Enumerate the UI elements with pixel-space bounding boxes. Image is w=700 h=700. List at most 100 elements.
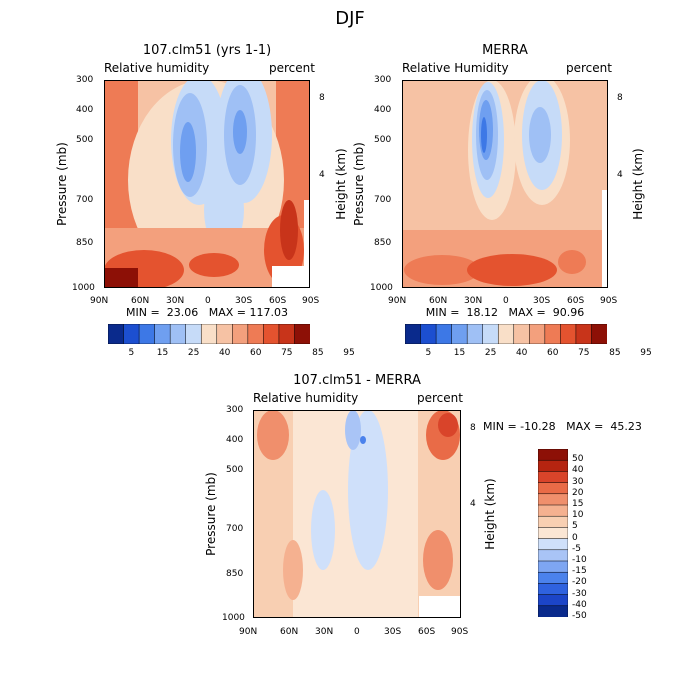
colorbar-label: 5 [128, 348, 135, 358]
colorbar-label: -15 [572, 566, 587, 577]
panel1-ytick: 1000 [72, 283, 95, 293]
panel2-ytick: 400 [374, 105, 392, 115]
colorbar-label: -30 [572, 588, 587, 599]
colorbar-label: 15 [453, 348, 466, 358]
colorbar-label: 10 [572, 510, 584, 521]
contour-region [423, 530, 453, 590]
panel2-xtick: 30N [464, 296, 483, 306]
colorbar-swatch [263, 324, 280, 344]
colorbar-swatch [538, 549, 568, 562]
colorbar-label: 85 [312, 348, 324, 358]
panel3-xtick: 30S [384, 627, 402, 637]
panel3-units: percent [417, 391, 463, 405]
colorbar-swatch [575, 324, 593, 344]
colorbar-swatch [538, 504, 568, 517]
colorbar-swatch [538, 493, 568, 506]
panel3-ytick: 1000 [222, 613, 245, 623]
contour-region [529, 107, 551, 163]
panel2-height-tick: 8 [617, 93, 623, 103]
contour-region [304, 200, 310, 288]
panel2-ytick: 700 [374, 195, 392, 205]
panel2-xtick: 60S [567, 296, 585, 306]
contour-region [283, 540, 303, 600]
panel1-variable: Relative humidity [104, 61, 210, 75]
colorbar-swatch [405, 324, 422, 344]
panel2-ytick: 1000 [370, 283, 393, 293]
colorbar-swatch [451, 324, 468, 344]
panel2-ytick: 850 [374, 238, 392, 248]
panel3-ylabel-right: Height (km) [483, 478, 497, 550]
contour-region [189, 253, 239, 277]
panel2-xtick: 60N [429, 296, 448, 306]
panel1-xtick: 0 [205, 296, 211, 306]
panel1-height-tick: 8 [319, 93, 325, 103]
figure-title: DJF [335, 8, 365, 29]
colorbar-label: 15 [156, 348, 169, 358]
colorbar-label: 95 [640, 348, 652, 358]
panel3-xtick: 30N [315, 627, 334, 637]
panel3-ytick: 700 [226, 524, 244, 534]
colorbar-swatch [169, 324, 187, 344]
contour-region [104, 268, 138, 288]
colorbar-swatch [529, 324, 546, 344]
colorbar-swatch [482, 324, 499, 344]
panel2-contour-fill [402, 80, 608, 288]
panel3-colorbar [538, 449, 568, 617]
panel1-ytick: 300 [76, 75, 94, 85]
panel2-colorbar [405, 324, 607, 344]
colorbar-label: 5 [572, 521, 578, 532]
panel2-max: MAX = 90.96 [508, 306, 585, 319]
contour-region [272, 266, 306, 288]
panel1-units: percent [269, 61, 315, 75]
colorbar-swatch [538, 605, 568, 617]
panel1-xtick: 30S [235, 296, 253, 306]
panel2-minmax: MIN = 18.12 MAX = 90.96 [402, 306, 608, 319]
colorbar-label: -20 [572, 577, 587, 588]
colorbar-label: -10 [572, 555, 587, 565]
contour-region [348, 410, 388, 570]
colorbar-swatch [538, 471, 568, 484]
colorbar-swatch [108, 324, 125, 344]
colorbar-swatch [200, 324, 218, 344]
colorbar-label: 75 [281, 348, 293, 358]
colorbar-swatch [138, 324, 156, 344]
colorbar-label: 0 [572, 532, 578, 543]
colorbar-label: 30 [572, 476, 584, 487]
colorbar-swatch [538, 594, 568, 607]
panel2-plot [402, 80, 608, 288]
panel3-variable: Relative humidity [253, 391, 359, 405]
colorbar-swatch [216, 324, 233, 344]
colorbar-label: 5 [425, 348, 432, 358]
panel3-frame [253, 410, 461, 618]
colorbar-label: 25 [187, 348, 200, 358]
colorbar-swatch [466, 324, 484, 344]
colorbar-label: 40 [515, 348, 528, 358]
colorbar-swatch [538, 583, 568, 596]
panel1-colorbar [108, 324, 310, 344]
contour-region [404, 255, 480, 285]
panel2-variable: Relative Humidity [402, 61, 509, 75]
colorbar-swatch [435, 324, 453, 344]
panel2-xtick: 30S [533, 296, 551, 306]
panel1-min: MIN = 23.06 [126, 306, 199, 319]
colorbar-swatch [538, 527, 568, 540]
panel3-ytick: 300 [226, 405, 244, 415]
panel1-xtick: 30N [166, 296, 185, 306]
panel1-plot [104, 80, 310, 288]
contour-region [233, 110, 247, 154]
panel1-xtick: 60N [131, 296, 150, 306]
panel2-ylabel: Pressure (mb) [352, 142, 366, 226]
colorbar-label: -40 [572, 599, 587, 610]
panel3-ytick: 400 [226, 435, 244, 445]
panel3-contour-fill [253, 410, 461, 618]
colorbar-swatch [497, 324, 515, 344]
panel1-contour-fill [104, 80, 310, 288]
colorbar-label: 60 [547, 348, 559, 358]
panel2-ytick: 300 [374, 75, 392, 85]
contour-region [467, 254, 557, 286]
colorbar-label: 50 [572, 454, 584, 465]
panel3-plot [253, 410, 461, 618]
colorbar-swatch [591, 324, 607, 344]
panel3-xtick: 0 [354, 627, 360, 637]
contour-region [180, 122, 196, 182]
